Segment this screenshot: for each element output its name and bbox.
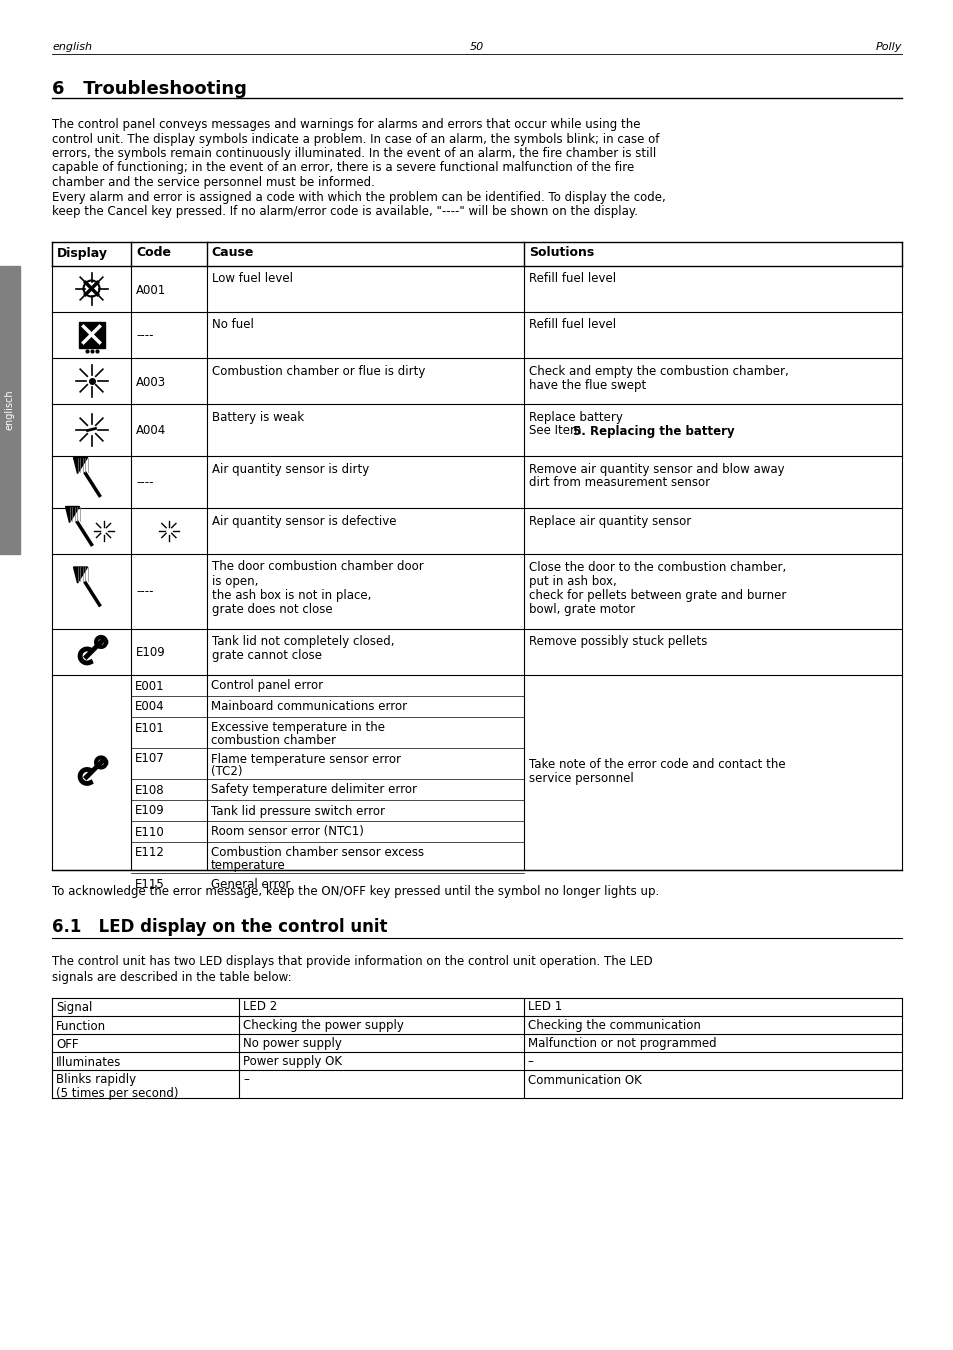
Text: –: – — [527, 1056, 533, 1068]
Text: have the flue swept: have the flue swept — [528, 378, 645, 392]
Text: Checking the power supply: Checking the power supply — [243, 1019, 403, 1033]
Text: grate does not close: grate does not close — [212, 602, 332, 616]
Text: Battery is weak: Battery is weak — [212, 410, 303, 424]
Text: Replace battery: Replace battery — [528, 410, 622, 424]
Text: LED 2: LED 2 — [243, 1000, 277, 1014]
Text: Safety temperature delimiter error: Safety temperature delimiter error — [211, 783, 416, 796]
Text: 6   Troubleshooting: 6 Troubleshooting — [52, 80, 247, 99]
Text: dirt from measurement sensor: dirt from measurement sensor — [528, 477, 709, 490]
Text: ----: ---- — [136, 329, 153, 343]
Text: E109: E109 — [135, 805, 165, 818]
Text: is open,: is open, — [212, 575, 258, 587]
Text: bowl, grate motor: bowl, grate motor — [528, 602, 634, 616]
Text: grate cannot close: grate cannot close — [212, 649, 321, 663]
Text: combustion chamber: combustion chamber — [211, 734, 335, 748]
Text: A003: A003 — [136, 375, 166, 389]
Text: Low fuel level: Low fuel level — [212, 273, 293, 285]
Text: OFF: OFF — [56, 1038, 78, 1050]
Text: Air quantity sensor is defective: Air quantity sensor is defective — [212, 514, 395, 528]
Text: E101: E101 — [135, 721, 165, 734]
Text: ----: ---- — [136, 477, 153, 490]
Text: A004: A004 — [136, 424, 166, 437]
Text: No fuel: No fuel — [212, 319, 253, 332]
Text: Air quantity sensor is dirty: Air quantity sensor is dirty — [212, 463, 369, 475]
Text: put in ash box,: put in ash box, — [528, 575, 616, 587]
Text: Tank lid pressure switch error: Tank lid pressure switch error — [211, 805, 384, 818]
Text: englisch: englisch — [5, 389, 15, 429]
Text: 50: 50 — [470, 42, 483, 53]
Polygon shape — [73, 458, 88, 474]
Text: Close the door to the combustion chamber,: Close the door to the combustion chamber… — [528, 560, 785, 574]
Text: Power supply OK: Power supply OK — [243, 1056, 341, 1068]
Text: Flame temperature sensor error: Flame temperature sensor error — [211, 752, 400, 765]
Text: E108: E108 — [135, 783, 165, 796]
Text: Illuminates: Illuminates — [56, 1056, 121, 1068]
Text: See Item: See Item — [528, 424, 584, 437]
Text: keep the Cancel key pressed. If no alarm/error code is available, "----" will be: keep the Cancel key pressed. If no alarm… — [52, 205, 638, 217]
Text: The door combustion chamber door: The door combustion chamber door — [212, 560, 423, 574]
Text: Code: Code — [136, 247, 171, 259]
Text: Tank lid not completely closed,: Tank lid not completely closed, — [212, 636, 394, 648]
Text: Remove possibly stuck pellets: Remove possibly stuck pellets — [528, 636, 706, 648]
Text: Mainboard communications error: Mainboard communications error — [211, 701, 406, 714]
Text: signals are described in the table below:: signals are described in the table below… — [52, 971, 292, 984]
Text: capable of functioning; in the event of an error, there is a severe functional m: capable of functioning; in the event of … — [52, 162, 634, 174]
Text: Combustion chamber sensor excess: Combustion chamber sensor excess — [211, 846, 423, 860]
Text: 6.1   LED display on the control unit: 6.1 LED display on the control unit — [52, 918, 387, 936]
Text: LED 1: LED 1 — [527, 1000, 561, 1014]
Text: the ash box is not in place,: the ash box is not in place, — [212, 589, 371, 602]
Text: Replace air quantity sensor: Replace air quantity sensor — [528, 514, 690, 528]
Text: The control unit has two LED displays that provide information on the control un: The control unit has two LED displays th… — [52, 956, 652, 968]
Text: To acknowledge the error message, keep the ON/OFF key pressed until the symbol n: To acknowledge the error message, keep t… — [52, 886, 659, 899]
Text: chamber and the service personnel must be informed.: chamber and the service personnel must b… — [52, 176, 375, 189]
Text: E109: E109 — [136, 647, 166, 660]
Text: Check and empty the combustion chamber,: Check and empty the combustion chamber, — [528, 364, 788, 378]
Text: E110: E110 — [135, 825, 165, 838]
Bar — [78, 321, 105, 347]
Text: E107: E107 — [135, 752, 165, 765]
Text: No power supply: No power supply — [243, 1038, 341, 1050]
Text: Combustion chamber or flue is dirty: Combustion chamber or flue is dirty — [212, 364, 425, 378]
Text: Blinks rapidly: Blinks rapidly — [56, 1073, 136, 1087]
Text: (5 times per second): (5 times per second) — [56, 1087, 178, 1099]
Text: Remove air quantity sensor and blow away: Remove air quantity sensor and blow away — [528, 463, 783, 475]
Text: Take note of the error code and contact the: Take note of the error code and contact … — [528, 757, 784, 771]
Text: errors, the symbols remain continuously illuminated. In the event of an alarm, t: errors, the symbols remain continuously … — [52, 147, 656, 161]
Text: E004: E004 — [135, 701, 165, 714]
Text: Signal: Signal — [56, 1000, 92, 1014]
Text: E001: E001 — [135, 679, 165, 693]
Text: service personnel: service personnel — [528, 772, 633, 784]
Text: Excessive temperature in the: Excessive temperature in the — [211, 721, 384, 734]
Text: General error: General error — [211, 878, 290, 891]
Text: Every alarm and error is assigned a code with which the problem can be identifie: Every alarm and error is assigned a code… — [52, 190, 665, 204]
Text: english: english — [52, 42, 91, 53]
Text: A001: A001 — [136, 284, 166, 297]
Text: Communication OK: Communication OK — [527, 1073, 640, 1087]
Text: Malfunction or not programmed: Malfunction or not programmed — [527, 1038, 716, 1050]
Text: ----: ---- — [136, 586, 153, 598]
Text: control unit. The display symbols indicate a problem. In case of an alarm, the s: control unit. The display symbols indica… — [52, 132, 659, 146]
Text: Refill fuel level: Refill fuel level — [528, 319, 616, 332]
Text: Polly: Polly — [875, 42, 901, 53]
Text: Checking the communication: Checking the communication — [527, 1019, 700, 1033]
Text: E112: E112 — [135, 846, 165, 860]
Text: temperature: temperature — [211, 860, 285, 872]
Text: The control panel conveys messages and warnings for alarms and errors that occur: The control panel conveys messages and w… — [52, 117, 639, 131]
Text: Control panel error: Control panel error — [211, 679, 322, 693]
Text: check for pellets between grate and burner: check for pellets between grate and burn… — [528, 589, 785, 602]
Bar — [0, 266, 20, 554]
Polygon shape — [66, 506, 79, 522]
Text: E115: E115 — [135, 878, 165, 891]
Polygon shape — [73, 567, 88, 583]
Text: Room sensor error (NTC1): Room sensor error (NTC1) — [211, 825, 363, 838]
Text: Display: Display — [57, 247, 108, 259]
Text: Function: Function — [56, 1019, 106, 1033]
Text: –: – — [243, 1073, 249, 1087]
Text: Refill fuel level: Refill fuel level — [528, 273, 616, 285]
Text: (TC2): (TC2) — [211, 765, 242, 779]
Text: Cause: Cause — [212, 247, 253, 259]
Text: 5. Replacing the battery: 5. Replacing the battery — [572, 424, 734, 437]
Text: Solutions: Solutions — [528, 247, 594, 259]
